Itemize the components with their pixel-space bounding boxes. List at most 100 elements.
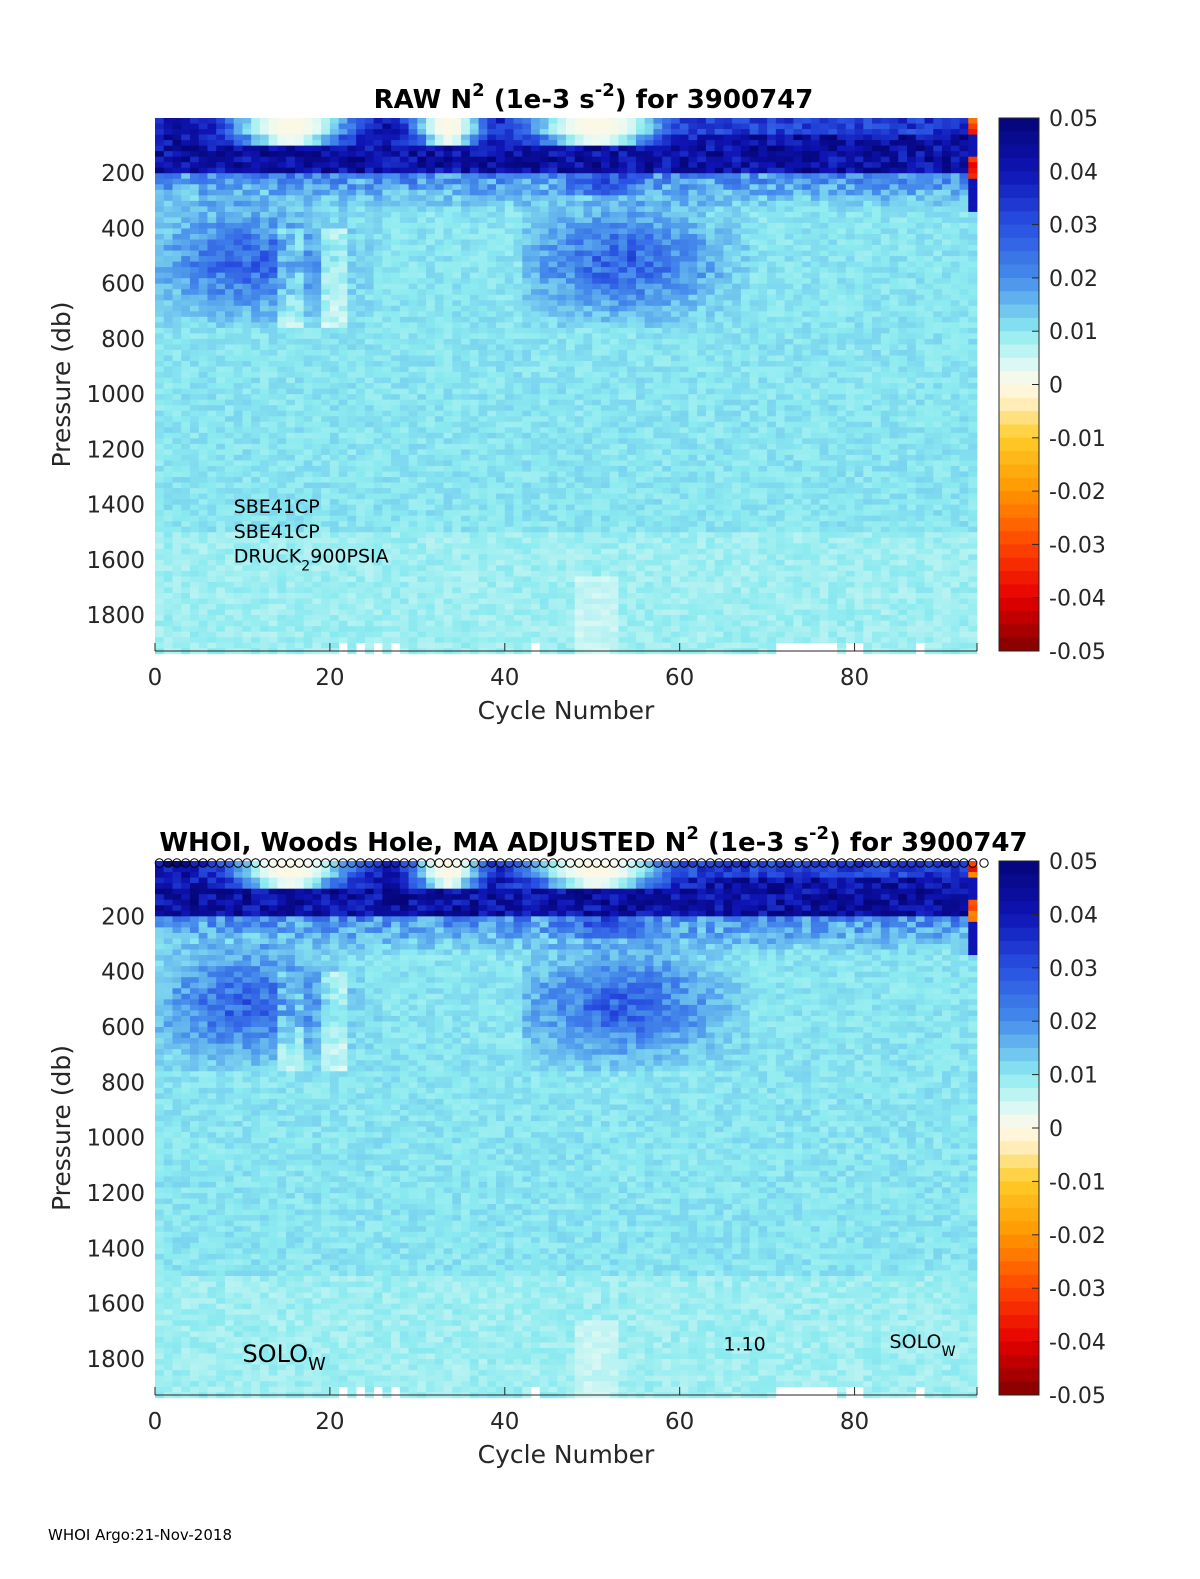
heatmap-cell [391, 465, 401, 472]
heatmap-cell [399, 123, 409, 130]
heatmap-cell [364, 217, 375, 224]
heatmap-cell [198, 200, 208, 207]
heatmap-cell [172, 245, 182, 251]
heatmap-cell [548, 278, 558, 285]
heatmap-cell [469, 504, 479, 511]
heatmap-cell [233, 559, 243, 566]
heatmap-cell [155, 129, 165, 135]
heatmap-cell [539, 460, 549, 467]
heatmap-cell [242, 256, 252, 262]
heatmap-cell [216, 543, 226, 550]
heatmap-cell [531, 184, 541, 191]
heatmap-cell [496, 377, 506, 384]
heatmap-cell [417, 499, 427, 506]
heatmap-cell [373, 377, 383, 384]
heatmap-cell [557, 184, 567, 191]
heatmap-cell [600, 394, 611, 401]
heatmap-cell [557, 383, 567, 390]
heatmap-cell [539, 432, 549, 439]
heatmap-cell [382, 416, 392, 423]
heatmap-cell [478, 305, 488, 312]
heatmap-cell [268, 615, 278, 622]
heatmap-cell [434, 200, 444, 207]
heatmap-cell [294, 228, 305, 235]
heatmap-cell [461, 416, 471, 423]
heatmap-cell [513, 554, 523, 561]
heatmap-cell [268, 504, 278, 511]
heatmap-cell [382, 118, 392, 124]
heatmap-cell [496, 432, 506, 439]
heatmap-cell [531, 245, 541, 251]
heatmap-cell [303, 460, 313, 467]
heatmap-cell [198, 189, 208, 196]
heatmap-cell [207, 510, 217, 517]
heatmap-cell [548, 129, 558, 135]
heatmap-cell [277, 460, 287, 467]
heatmap-cell [548, 416, 558, 423]
heatmap-cell [321, 543, 331, 550]
heatmap-cell [443, 642, 453, 649]
heatmap-cell [399, 134, 409, 141]
heatmap-cell [461, 631, 471, 638]
heatmap-cell [434, 283, 444, 290]
heatmap-cell [347, 554, 357, 561]
heatmap-cell [312, 222, 322, 229]
heatmap-cell [347, 162, 357, 169]
heatmap-cell [557, 250, 567, 257]
heatmap-cell [592, 642, 602, 649]
heatmap-cell [155, 283, 165, 290]
heatmap-cell [539, 576, 549, 583]
heatmap-cell [504, 118, 514, 124]
heatmap-cell [391, 289, 401, 296]
heatmap-cell [461, 438, 471, 445]
heatmap-cell [294, 162, 305, 169]
heatmap-cell [259, 631, 270, 638]
heatmap-cell [539, 222, 549, 229]
heatmap-cell [574, 631, 584, 638]
heatmap-cell [329, 626, 340, 633]
heatmap-cell [478, 283, 488, 290]
heatmap-cell [189, 222, 200, 229]
heatmap-cell [163, 471, 173, 478]
heatmap-cell [338, 421, 348, 428]
heatmap-cell [198, 637, 208, 644]
heatmap-cell [321, 405, 331, 412]
heatmap-cell [312, 581, 322, 588]
heatmap-cell [417, 123, 427, 130]
heatmap-cell [198, 642, 208, 649]
heatmap-cell [198, 173, 208, 180]
heatmap-cell [399, 471, 409, 478]
heatmap-cell [391, 449, 401, 456]
heatmap-cell [434, 421, 444, 428]
heatmap-cell [443, 167, 453, 174]
heatmap-cell [574, 245, 584, 251]
heatmap-cell [286, 499, 296, 506]
heatmap-cell [312, 228, 322, 235]
heatmap-cell [426, 388, 436, 395]
heatmap-cell [487, 405, 497, 412]
heatmap-cell [294, 383, 305, 390]
heatmap-cell [566, 294, 576, 301]
heatmap-cell [251, 245, 261, 251]
heatmap-cell [600, 228, 611, 235]
heatmap-cell [347, 593, 357, 599]
heatmap-cell [426, 134, 436, 141]
heatmap-cell [347, 526, 357, 533]
heatmap-cell [522, 283, 532, 290]
heatmap-cell [513, 405, 523, 412]
heatmap-cell [583, 504, 593, 511]
heatmap-cell [443, 565, 453, 572]
heatmap-cell [155, 394, 165, 401]
heatmap-cell [329, 504, 340, 511]
heatmap-cell [504, 184, 514, 191]
heatmap-cell [461, 388, 471, 395]
heatmap-cell [163, 537, 173, 544]
heatmap-cell [600, 261, 611, 268]
heatmap-cell [513, 488, 523, 494]
heatmap-cell [312, 256, 322, 262]
heatmap-cell [347, 615, 357, 622]
heatmap-cell [172, 399, 182, 406]
heatmap-cell [496, 272, 506, 279]
heatmap-cell [364, 604, 375, 610]
heatmap-cell [233, 206, 243, 213]
